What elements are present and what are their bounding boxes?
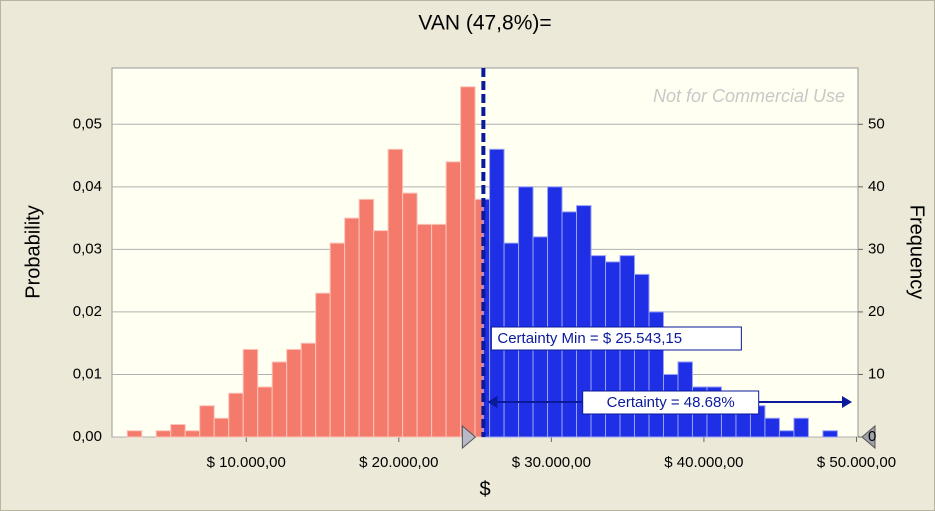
bar — [199, 405, 215, 438]
bar — [213, 417, 230, 438]
y-tick-label: 0,01 — [73, 365, 102, 382]
bar — [300, 342, 317, 438]
bar — [126, 430, 143, 438]
bar — [489, 148, 505, 438]
bar — [778, 430, 795, 438]
y2-tick-label: 30 — [868, 240, 885, 257]
bar — [170, 423, 186, 438]
bar — [387, 148, 404, 438]
y2-tick-label: 20 — [868, 303, 885, 320]
bar — [242, 348, 259, 438]
certainty-box — [582, 390, 760, 415]
chart-title: VAN (47,8%)= — [418, 12, 551, 35]
y2-tick-label: 40 — [868, 178, 885, 195]
y2-tick-label: 50 — [868, 115, 885, 132]
x-tick-label: $ 40.000,00 — [664, 454, 743, 471]
right-handle — [861, 424, 876, 450]
bar — [518, 186, 534, 438]
y-tick-label: 0,00 — [73, 428, 102, 445]
bar — [257, 386, 273, 438]
bar — [793, 417, 809, 438]
y-tick-label: 0,05 — [73, 115, 102, 132]
y-tick-label: 0,04 — [73, 178, 102, 195]
y2-axis-label: Frequency — [906, 205, 928, 300]
certainty-label: Certainty = 48.68% — [607, 394, 735, 411]
bar — [271, 361, 288, 438]
y-tick-label: 0,02 — [73, 303, 102, 320]
x-tick-label: $ 50.000,00 — [817, 454, 896, 471]
bar — [329, 242, 346, 438]
bar — [402, 192, 418, 438]
bar — [561, 211, 578, 438]
x-tick-label: $ 30.000,00 — [512, 454, 591, 471]
bar — [228, 392, 244, 438]
bar — [344, 217, 360, 438]
arrow-head-right — [842, 396, 852, 408]
bar — [445, 161, 462, 438]
bar — [460, 86, 476, 438]
bar — [416, 223, 433, 438]
bar — [184, 430, 201, 438]
bar — [822, 430, 838, 438]
y-axis-label: Probability — [22, 205, 44, 298]
y-tick-label: 0,03 — [73, 240, 102, 257]
bar — [358, 198, 375, 438]
x-axis-label: $ — [479, 478, 490, 500]
bar — [286, 348, 302, 438]
x-tick-label: $ 20.000,00 — [359, 454, 438, 471]
bar — [155, 430, 172, 438]
bar — [315, 292, 331, 438]
bar — [373, 230, 389, 438]
bar — [547, 186, 563, 438]
arrow-head-left — [487, 396, 498, 408]
watermark: Not for Commercial Use — [653, 86, 845, 106]
certainty-min-box — [490, 326, 742, 351]
y2-tick-label: 0 — [868, 428, 876, 445]
y2-tick-label: 10 — [868, 365, 885, 382]
bar — [431, 223, 447, 438]
left-handle — [461, 424, 477, 450]
x-tick-label: $ 10.000,00 — [207, 454, 286, 471]
bar — [764, 417, 780, 438]
certainty-min-label: Certainty Min = $ 25.543,15 — [497, 330, 682, 347]
